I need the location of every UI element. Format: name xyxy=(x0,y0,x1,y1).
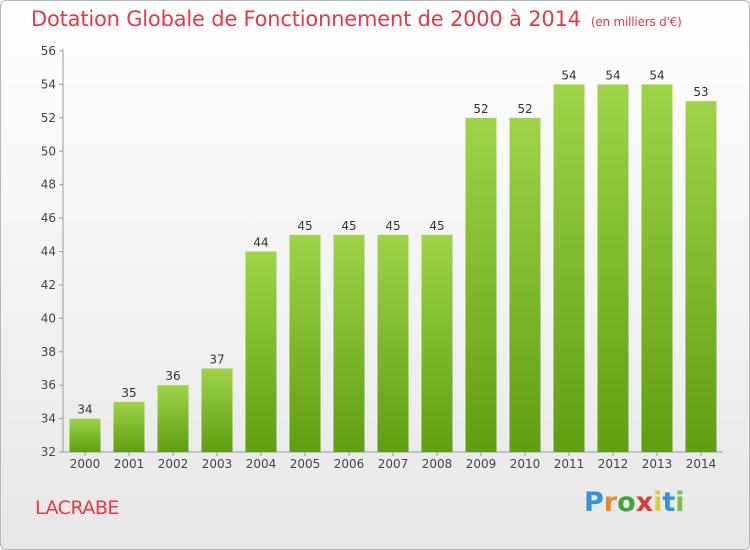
bar xyxy=(201,368,233,452)
y-tick-label: 48 xyxy=(41,178,56,192)
x-tick-label: 2013 xyxy=(642,457,673,471)
y-tick-label: 32 xyxy=(41,445,56,459)
data-label: 37 xyxy=(209,352,224,366)
bar xyxy=(157,385,189,452)
bar xyxy=(377,234,409,452)
x-tick-label: 2000 xyxy=(70,457,101,471)
data-label: 45 xyxy=(429,219,444,233)
x-tick-label: 2008 xyxy=(422,457,453,471)
data-label: 45 xyxy=(297,219,312,233)
x-tick-label: 2006 xyxy=(334,457,365,471)
y-tick-label: 36 xyxy=(41,378,56,392)
data-label: 54 xyxy=(649,68,664,82)
commune-name: LACRABE xyxy=(35,497,119,519)
y-tick-label: 40 xyxy=(41,311,56,325)
logo-letter: x xyxy=(635,487,654,518)
proxiti-logo: Proxiti xyxy=(584,487,685,518)
chart-subtitle: (en milliers d'€) xyxy=(590,15,682,29)
bar xyxy=(113,401,145,452)
title-text: Dotation Globale de Fonctionnement de 20… xyxy=(31,7,581,31)
bar xyxy=(289,234,321,452)
x-tick-label: 2011 xyxy=(554,457,585,471)
x-tick-label: 2001 xyxy=(114,457,145,471)
x-tick-label: 2012 xyxy=(598,457,629,471)
x-tick-label: 2004 xyxy=(246,457,277,471)
data-label: 36 xyxy=(165,369,180,383)
x-tick-label: 2010 xyxy=(510,457,541,471)
logo-letter: t xyxy=(662,487,676,518)
data-label: 52 xyxy=(517,102,532,116)
logo-letter: r xyxy=(603,487,618,518)
x-tick-label: 2014 xyxy=(686,457,717,471)
bar xyxy=(465,117,497,452)
bar xyxy=(641,84,673,453)
y-tick-label: 54 xyxy=(41,77,56,91)
bar xyxy=(553,84,585,453)
y-tick-label: 56 xyxy=(41,44,56,58)
bar xyxy=(421,234,453,452)
data-label: 45 xyxy=(385,219,400,233)
bar xyxy=(509,117,541,452)
data-label: 54 xyxy=(561,68,576,82)
logo-letter: i xyxy=(675,487,685,518)
data-label: 44 xyxy=(253,236,268,250)
x-tick-label: 2002 xyxy=(158,457,189,471)
data-label: 52 xyxy=(473,102,488,116)
data-label: 53 xyxy=(693,85,708,99)
logo-letter: o xyxy=(617,487,636,518)
y-tick-label: 42 xyxy=(41,278,56,292)
chart-title: Dotation Globale de Fonctionnement de 20… xyxy=(31,7,682,31)
bar xyxy=(245,251,277,452)
bar xyxy=(69,418,101,452)
y-tick-label: 52 xyxy=(41,111,56,125)
data-label: 35 xyxy=(121,386,136,400)
x-tick-label: 2007 xyxy=(378,457,409,471)
x-tick-label: 2003 xyxy=(202,457,233,471)
x-tick-label: 2005 xyxy=(290,457,321,471)
y-tick-label: 34 xyxy=(41,412,56,426)
bar xyxy=(685,101,717,452)
y-tick-label: 44 xyxy=(41,245,56,259)
data-label: 34 xyxy=(77,403,92,417)
data-label: 54 xyxy=(605,68,620,82)
x-tick-label: 2009 xyxy=(466,457,497,471)
bar xyxy=(597,84,629,453)
logo-letter: P xyxy=(584,487,604,518)
logo-letter: i xyxy=(653,487,663,518)
y-tick-label: 38 xyxy=(41,345,56,359)
data-label: 45 xyxy=(341,219,356,233)
y-tick-label: 50 xyxy=(41,144,56,158)
bar xyxy=(333,234,365,452)
y-tick-label: 46 xyxy=(41,211,56,225)
